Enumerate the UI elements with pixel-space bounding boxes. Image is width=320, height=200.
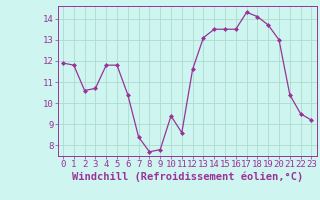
X-axis label: Windchill (Refroidissement éolien,°C): Windchill (Refroidissement éolien,°C) [72, 172, 303, 182]
